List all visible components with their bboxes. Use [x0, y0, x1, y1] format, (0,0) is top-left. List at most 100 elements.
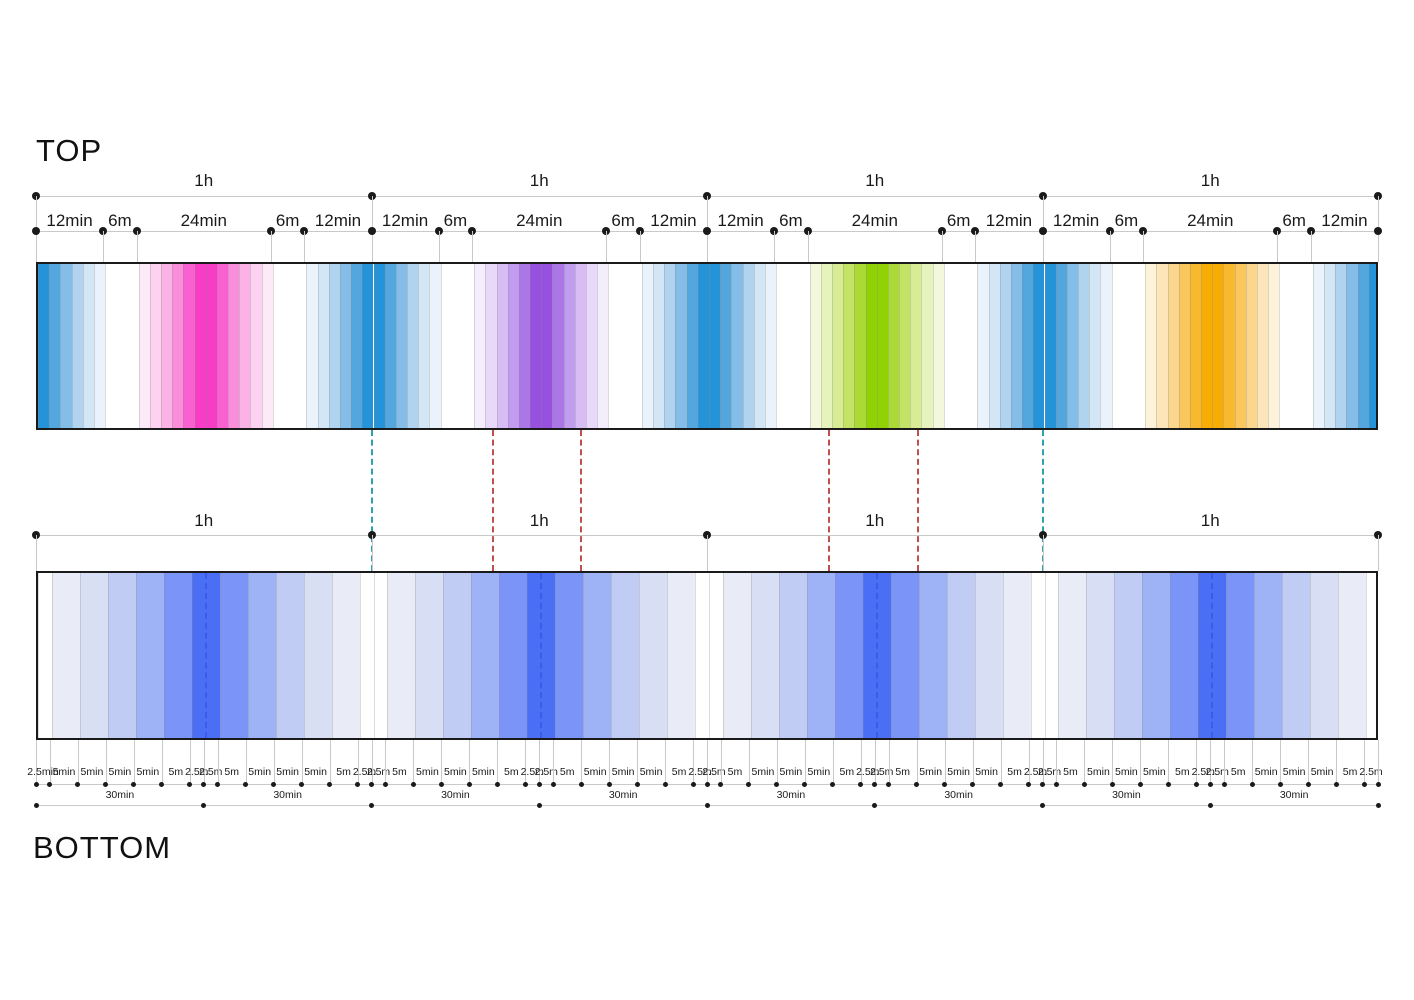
bar-stripe [686, 264, 698, 428]
minute-tick-label: 2.5m [1359, 766, 1383, 778]
block-span-label: 30min [608, 789, 638, 801]
segment-label: 12min [985, 211, 1033, 230]
bar-stripe [1368, 264, 1376, 428]
bar-stripe [339, 264, 352, 428]
segment-tick-line [941, 231, 943, 262]
bar-stripe [407, 264, 419, 428]
teal-dashed-connector [1041, 430, 1044, 571]
minute-tick-dot [438, 781, 444, 787]
bar-stripe [359, 573, 374, 738]
bar-stripe [71, 264, 83, 428]
bar-stripe [250, 264, 262, 428]
hour-center-guide [875, 573, 878, 738]
minute-tick-label: 2.5m [352, 766, 377, 778]
bottom-title: BOTTOM [33, 830, 172, 865]
hour-tick-line [1378, 535, 1379, 571]
minute-tick-line [329, 740, 331, 784]
bar-stripe [776, 264, 810, 428]
bar-stripe [496, 264, 508, 428]
minute-tick-dot [1207, 781, 1213, 787]
segment-label: 6m [946, 211, 971, 230]
bar-stripe [541, 264, 553, 428]
minute-tick-dot [159, 781, 165, 787]
minute-tick-line [972, 740, 974, 784]
bar-stripe [583, 573, 612, 738]
segment-tick-line [1143, 231, 1145, 262]
minute-tick-dot [369, 781, 374, 787]
bar-stripe [1279, 264, 1313, 428]
segment-tick-line [136, 231, 138, 262]
bar-stripe [530, 264, 542, 428]
minute-tick-dot [327, 781, 333, 787]
minute-tick-line [874, 740, 876, 784]
minute-tick-dot [550, 781, 556, 787]
bar-stripe [373, 264, 385, 428]
minute-tick-label: 5m [727, 766, 743, 778]
bar-stripe [1033, 264, 1045, 428]
bar-stripe [1114, 573, 1143, 738]
block-span-label: 30min [944, 789, 973, 801]
hour-span-label: 1h [194, 511, 214, 530]
minute-tick-line [1308, 740, 1310, 784]
bar-stripe [239, 264, 251, 428]
minute-tick-line [776, 740, 778, 784]
bar-stripe [946, 573, 975, 738]
minute-tick-line [1252, 740, 1254, 784]
bar-stripe [1335, 264, 1347, 428]
minute-tick-dot [830, 781, 836, 787]
bar-stripe [1055, 264, 1067, 428]
hour-center-guide [1211, 573, 1214, 738]
bar-stripe [932, 264, 944, 428]
minute-tick-label: 2.5m [702, 766, 726, 778]
hour-span-label: 1h [529, 171, 549, 190]
bar-stripe [317, 264, 329, 428]
block-tick-dot [536, 802, 542, 808]
bar-stripe [163, 573, 192, 738]
minute-tick-label: 5m [671, 766, 687, 778]
bar-stripe [135, 573, 164, 738]
bar-stripe [1066, 264, 1079, 428]
minute-tick-line [497, 740, 499, 784]
hour-center-guide [204, 573, 207, 738]
minute-tick-line [1042, 740, 1044, 784]
minute-tick-line [1196, 740, 1198, 784]
minute-tick-line [273, 740, 275, 784]
bar-stripe [38, 573, 52, 738]
minute-tick-dot [914, 781, 920, 787]
bar-stripe [731, 264, 743, 428]
bar-stripe [977, 264, 989, 428]
hour-tick-line [1042, 535, 1044, 571]
minute-tick-label: 2.5m [856, 766, 880, 778]
bar-stripe [887, 264, 900, 428]
minute-tick-dot [718, 781, 724, 787]
bar-stripe [331, 573, 360, 738]
minute-tick-line [1336, 740, 1338, 784]
bar-stripe [395, 264, 408, 428]
bar-stripe [641, 264, 654, 428]
bar-stripe [1268, 264, 1280, 428]
segment-tick-dot [1374, 227, 1382, 235]
minute-tick-label: 5min [443, 766, 467, 778]
bar-stripe [38, 264, 50, 428]
segment-tick-line [606, 231, 608, 262]
bar-stripe [720, 264, 732, 428]
segment-tick-dot [32, 227, 40, 235]
segment-label: 12min [46, 211, 93, 230]
minute-tick-dot [1333, 781, 1339, 787]
minute-tick-label: 5m [1230, 766, 1246, 778]
minute-tick-line [371, 740, 373, 784]
minute-tick-label: 2.5m [1191, 766, 1215, 778]
bar-stripe [709, 264, 721, 428]
minute-tick-label: 5min [583, 766, 607, 778]
minute-tick-line [944, 740, 946, 784]
minute-tick-label: 5min [1310, 766, 1334, 778]
minute-tick-line [860, 740, 862, 784]
minute-tick-dot [802, 781, 808, 787]
segment-label: 24min [1187, 211, 1234, 230]
minute-tick-dot [970, 781, 976, 787]
segment-label: 12min [650, 211, 697, 230]
bar-stripe [216, 264, 229, 428]
block-tick-dot [201, 802, 207, 808]
minute-tick-line [189, 740, 191, 784]
bar-stripe [555, 573, 584, 738]
